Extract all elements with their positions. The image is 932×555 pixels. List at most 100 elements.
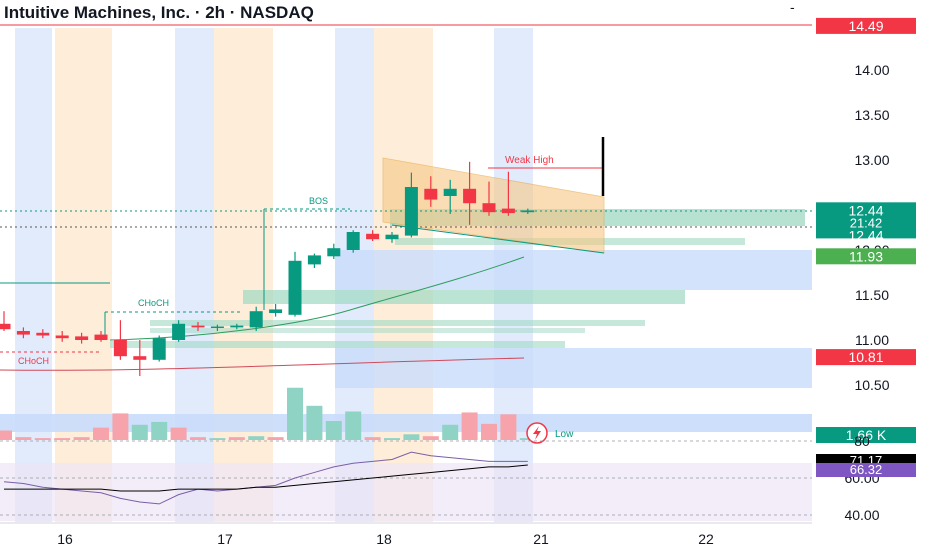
fvg-zone-4 bbox=[150, 328, 585, 333]
volume-bar bbox=[461, 412, 478, 440]
volume-label-bg bbox=[816, 427, 916, 443]
candle-body bbox=[385, 234, 399, 240]
time-tick-label: 22 bbox=[698, 531, 714, 547]
price-tick-label: 13.50 bbox=[854, 107, 889, 123]
volume-bar bbox=[345, 411, 362, 440]
rsi-tick-label: 40.00 bbox=[844, 507, 879, 523]
current-price-label-2: 12.44 bbox=[848, 227, 883, 243]
volume-bar bbox=[15, 437, 32, 440]
fvg-zone-3 bbox=[150, 320, 645, 326]
price-tick-label: 14.00 bbox=[854, 62, 889, 78]
candle-body bbox=[404, 187, 418, 236]
time-tick-label: 21 bbox=[533, 531, 549, 547]
candle-body bbox=[521, 210, 535, 213]
volume-bar bbox=[267, 437, 284, 440]
countdown-label: 21:42 bbox=[850, 215, 883, 230]
candle-body bbox=[463, 188, 477, 204]
volume-bar bbox=[34, 438, 51, 440]
candle-body bbox=[230, 325, 244, 328]
candle-body bbox=[482, 203, 496, 213]
volume-bar bbox=[442, 424, 459, 440]
volume-bar bbox=[306, 405, 323, 440]
time-tick-label: 18 bbox=[376, 531, 392, 547]
annotations: BOS CHoCH CHoCH Weak High Low bbox=[18, 155, 574, 444]
volume-bars bbox=[0, 387, 536, 440]
price-label: 11.93 bbox=[849, 248, 883, 264]
volume-bar bbox=[287, 387, 303, 440]
volume-bar bbox=[54, 438, 71, 440]
rsi-ma-line bbox=[4, 464, 528, 492]
volume-bar bbox=[403, 434, 420, 440]
volume-bar bbox=[248, 436, 265, 440]
choch-low-label: CHoCH bbox=[18, 356, 49, 366]
price-label-bg bbox=[816, 349, 916, 366]
time-axis: 16 17 18 21 22 bbox=[0, 522, 812, 547]
session-band-blue bbox=[175, 28, 214, 522]
volume-bar bbox=[500, 414, 517, 440]
lightning-icon[interactable] bbox=[526, 422, 548, 444]
price-axis: 14.0013.5013.0012.0011.5011.0010.5014.49… bbox=[816, 17, 916, 523]
weak-high-label: Weak High bbox=[505, 155, 554, 166]
volume-bar bbox=[112, 413, 129, 440]
price-tick-label: 13.00 bbox=[854, 152, 889, 168]
price-label: 14.49 bbox=[848, 18, 883, 34]
rsi-band bbox=[0, 463, 812, 521]
volume-bar bbox=[73, 437, 90, 440]
rsi-line bbox=[3, 451, 528, 505]
volume-bar bbox=[364, 437, 381, 440]
volume-bar bbox=[228, 437, 245, 440]
volume-bar bbox=[190, 437, 206, 440]
candle-body bbox=[501, 208, 515, 214]
candle-body bbox=[191, 325, 205, 328]
volume-bar bbox=[422, 436, 439, 440]
candle-body bbox=[443, 188, 457, 196]
rsi-value-label: 66.32 bbox=[850, 462, 883, 477]
volume-bar bbox=[170, 427, 187, 440]
header: Intuitive Machines, Inc. · 2h · NASDAQ - bbox=[4, 0, 795, 22]
candle-body bbox=[36, 332, 50, 336]
candle-body bbox=[113, 340, 127, 357]
channel-bottom-line bbox=[391, 224, 605, 254]
volume-bar bbox=[519, 438, 536, 440]
candles bbox=[0, 161, 535, 376]
volume-bar bbox=[131, 424, 148, 440]
candle-body bbox=[346, 232, 360, 250]
volume-bar bbox=[93, 427, 109, 440]
candle-body bbox=[55, 335, 69, 339]
price-tick-label: 11.50 bbox=[855, 287, 889, 303]
candle-body bbox=[327, 248, 341, 257]
candle-body bbox=[249, 311, 263, 328]
price-tick-label: 11.00 bbox=[855, 332, 889, 348]
volume-bar bbox=[209, 438, 226, 440]
ma-line bbox=[0, 357, 525, 371]
candle-body bbox=[152, 338, 166, 360]
volume-bar bbox=[0, 430, 12, 440]
volume-bar bbox=[384, 438, 400, 440]
candle-body bbox=[366, 233, 380, 240]
time-tick-label: 16 bbox=[57, 531, 73, 547]
choch-label: CHoCH bbox=[138, 298, 169, 308]
rsi-panel bbox=[0, 440, 812, 521]
price-tick-label: 10.50 bbox=[854, 377, 889, 393]
candle-body bbox=[269, 309, 283, 313]
price-label: 10.81 bbox=[848, 349, 883, 365]
demand-zone-lower bbox=[335, 348, 812, 388]
candle-body bbox=[75, 336, 89, 340]
low-label: Low bbox=[555, 429, 574, 440]
session-band-blue bbox=[15, 28, 52, 522]
minimize-icon[interactable]: - bbox=[790, 0, 795, 15]
volume-bar bbox=[151, 421, 168, 440]
candle-body bbox=[94, 334, 108, 340]
volume-bar bbox=[325, 421, 342, 440]
rsi-value-bg bbox=[816, 463, 916, 477]
time-tick-label: 17 bbox=[217, 531, 233, 547]
price-label-bg bbox=[816, 17, 916, 34]
chart-title: Intuitive Machines, Inc. · 2h · NASDAQ bbox=[4, 3, 314, 22]
fvg-zone-2 bbox=[243, 290, 685, 304]
price-label-bg bbox=[816, 248, 916, 265]
current-price-box bbox=[816, 202, 916, 239]
candle-body bbox=[307, 255, 321, 265]
ema-line bbox=[109, 256, 525, 341]
